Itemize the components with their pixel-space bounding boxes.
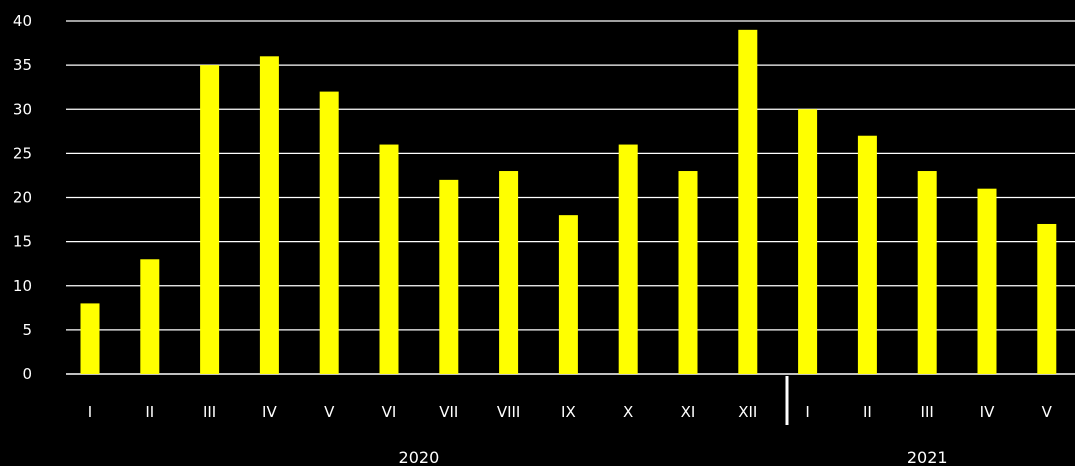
x-tick-label: VII bbox=[439, 403, 458, 421]
x-tick-label: IV bbox=[262, 403, 277, 421]
bar bbox=[499, 171, 518, 374]
x-tick-label: VI bbox=[382, 403, 397, 421]
x-tick-label: II bbox=[863, 403, 872, 421]
y-tick-label: 25 bbox=[13, 144, 32, 162]
bar bbox=[978, 189, 997, 374]
y-tick-label: 35 bbox=[13, 56, 32, 74]
bar bbox=[679, 171, 698, 374]
y-tick-label: 10 bbox=[13, 277, 32, 295]
x-tick-label: V bbox=[1042, 403, 1053, 421]
x-tick-label: I bbox=[88, 403, 92, 421]
x-tick-label: IX bbox=[561, 403, 576, 421]
x-tick-label: XI bbox=[681, 403, 696, 421]
x-tick-label: II bbox=[145, 403, 154, 421]
bar bbox=[1037, 224, 1056, 374]
x-tick-label: XII bbox=[738, 403, 757, 421]
bar bbox=[140, 259, 159, 374]
y-tick-label: 5 bbox=[22, 321, 32, 339]
bar bbox=[559, 215, 578, 374]
x-tick-label: V bbox=[324, 403, 335, 421]
bar bbox=[81, 303, 100, 374]
bar bbox=[260, 56, 279, 374]
bar bbox=[619, 145, 638, 374]
y-tick-label: 15 bbox=[13, 233, 32, 251]
x-tick-label: I bbox=[805, 403, 809, 421]
year-label: 2021 bbox=[907, 448, 948, 466]
x-tick-label: IV bbox=[980, 403, 995, 421]
bar bbox=[320, 92, 339, 374]
year-label: 2020 bbox=[399, 448, 440, 466]
bar bbox=[798, 109, 817, 374]
x-tick-label: III bbox=[921, 403, 934, 421]
x-tick-label: X bbox=[623, 403, 633, 421]
bar bbox=[738, 30, 757, 374]
y-tick-label: 30 bbox=[13, 100, 32, 118]
bar bbox=[200, 65, 219, 374]
bar bbox=[380, 145, 399, 374]
bar bbox=[858, 136, 877, 374]
bar bbox=[439, 180, 458, 374]
x-tick-label: VIII bbox=[497, 403, 521, 421]
x-tick-label: III bbox=[203, 403, 216, 421]
y-tick-label: 0 bbox=[22, 365, 32, 383]
y-tick-label: 40 bbox=[13, 12, 32, 30]
bar bbox=[918, 171, 937, 374]
y-tick-label: 20 bbox=[13, 189, 32, 207]
